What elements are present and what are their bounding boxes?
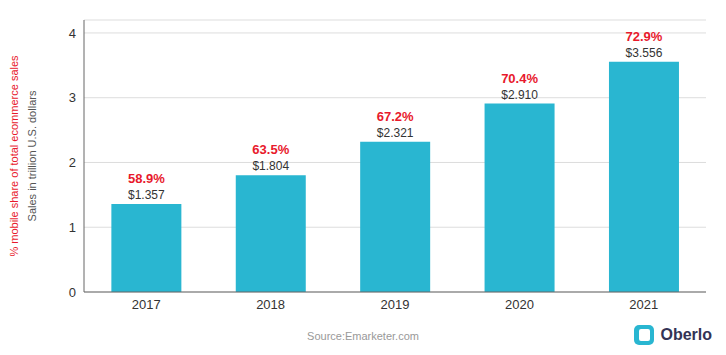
html-text:Sales in trillion U.S. dollars: Sales in trillion U.S. dollars bbox=[26, 90, 38, 222]
svg-text:1: 1 bbox=[69, 220, 76, 235]
svg-text:0: 0 bbox=[69, 285, 76, 300]
svg-text:58.9%: 58.9% bbox=[128, 171, 165, 186]
svg-text:3: 3 bbox=[69, 90, 76, 105]
svg-text:2: 2 bbox=[69, 155, 76, 170]
svg-text:$3.556: $3.556 bbox=[626, 46, 663, 60]
svg-text:$1.804: $1.804 bbox=[252, 159, 289, 173]
svg-text:70.4%: 70.4% bbox=[501, 71, 538, 86]
html-text:Oberlo: Oberlo bbox=[660, 326, 712, 343]
svg-text:2018: 2018 bbox=[256, 297, 285, 312]
svg-text:$2.910: $2.910 bbox=[501, 88, 538, 102]
svg-text:4: 4 bbox=[69, 26, 76, 41]
svg-text:2020: 2020 bbox=[505, 297, 534, 312]
svg-text:67.2%: 67.2% bbox=[377, 109, 414, 124]
svg-text:72.9%: 72.9% bbox=[626, 29, 663, 44]
svg-text:2021: 2021 bbox=[629, 297, 658, 312]
svg-text:2017: 2017 bbox=[132, 297, 161, 312]
html-text:% mobile share of total ecomme: % mobile share of total ecommerce sales bbox=[8, 55, 20, 257]
svg-text:$1.357: $1.357 bbox=[128, 188, 165, 202]
svg-text:2019: 2019 bbox=[381, 297, 410, 312]
svg-text:63.5%: 63.5% bbox=[252, 142, 289, 157]
svg-text:$2.321: $2.321 bbox=[377, 126, 414, 140]
html-text:Source:Emarketer.com: Source:Emarketer.com bbox=[307, 330, 419, 342]
